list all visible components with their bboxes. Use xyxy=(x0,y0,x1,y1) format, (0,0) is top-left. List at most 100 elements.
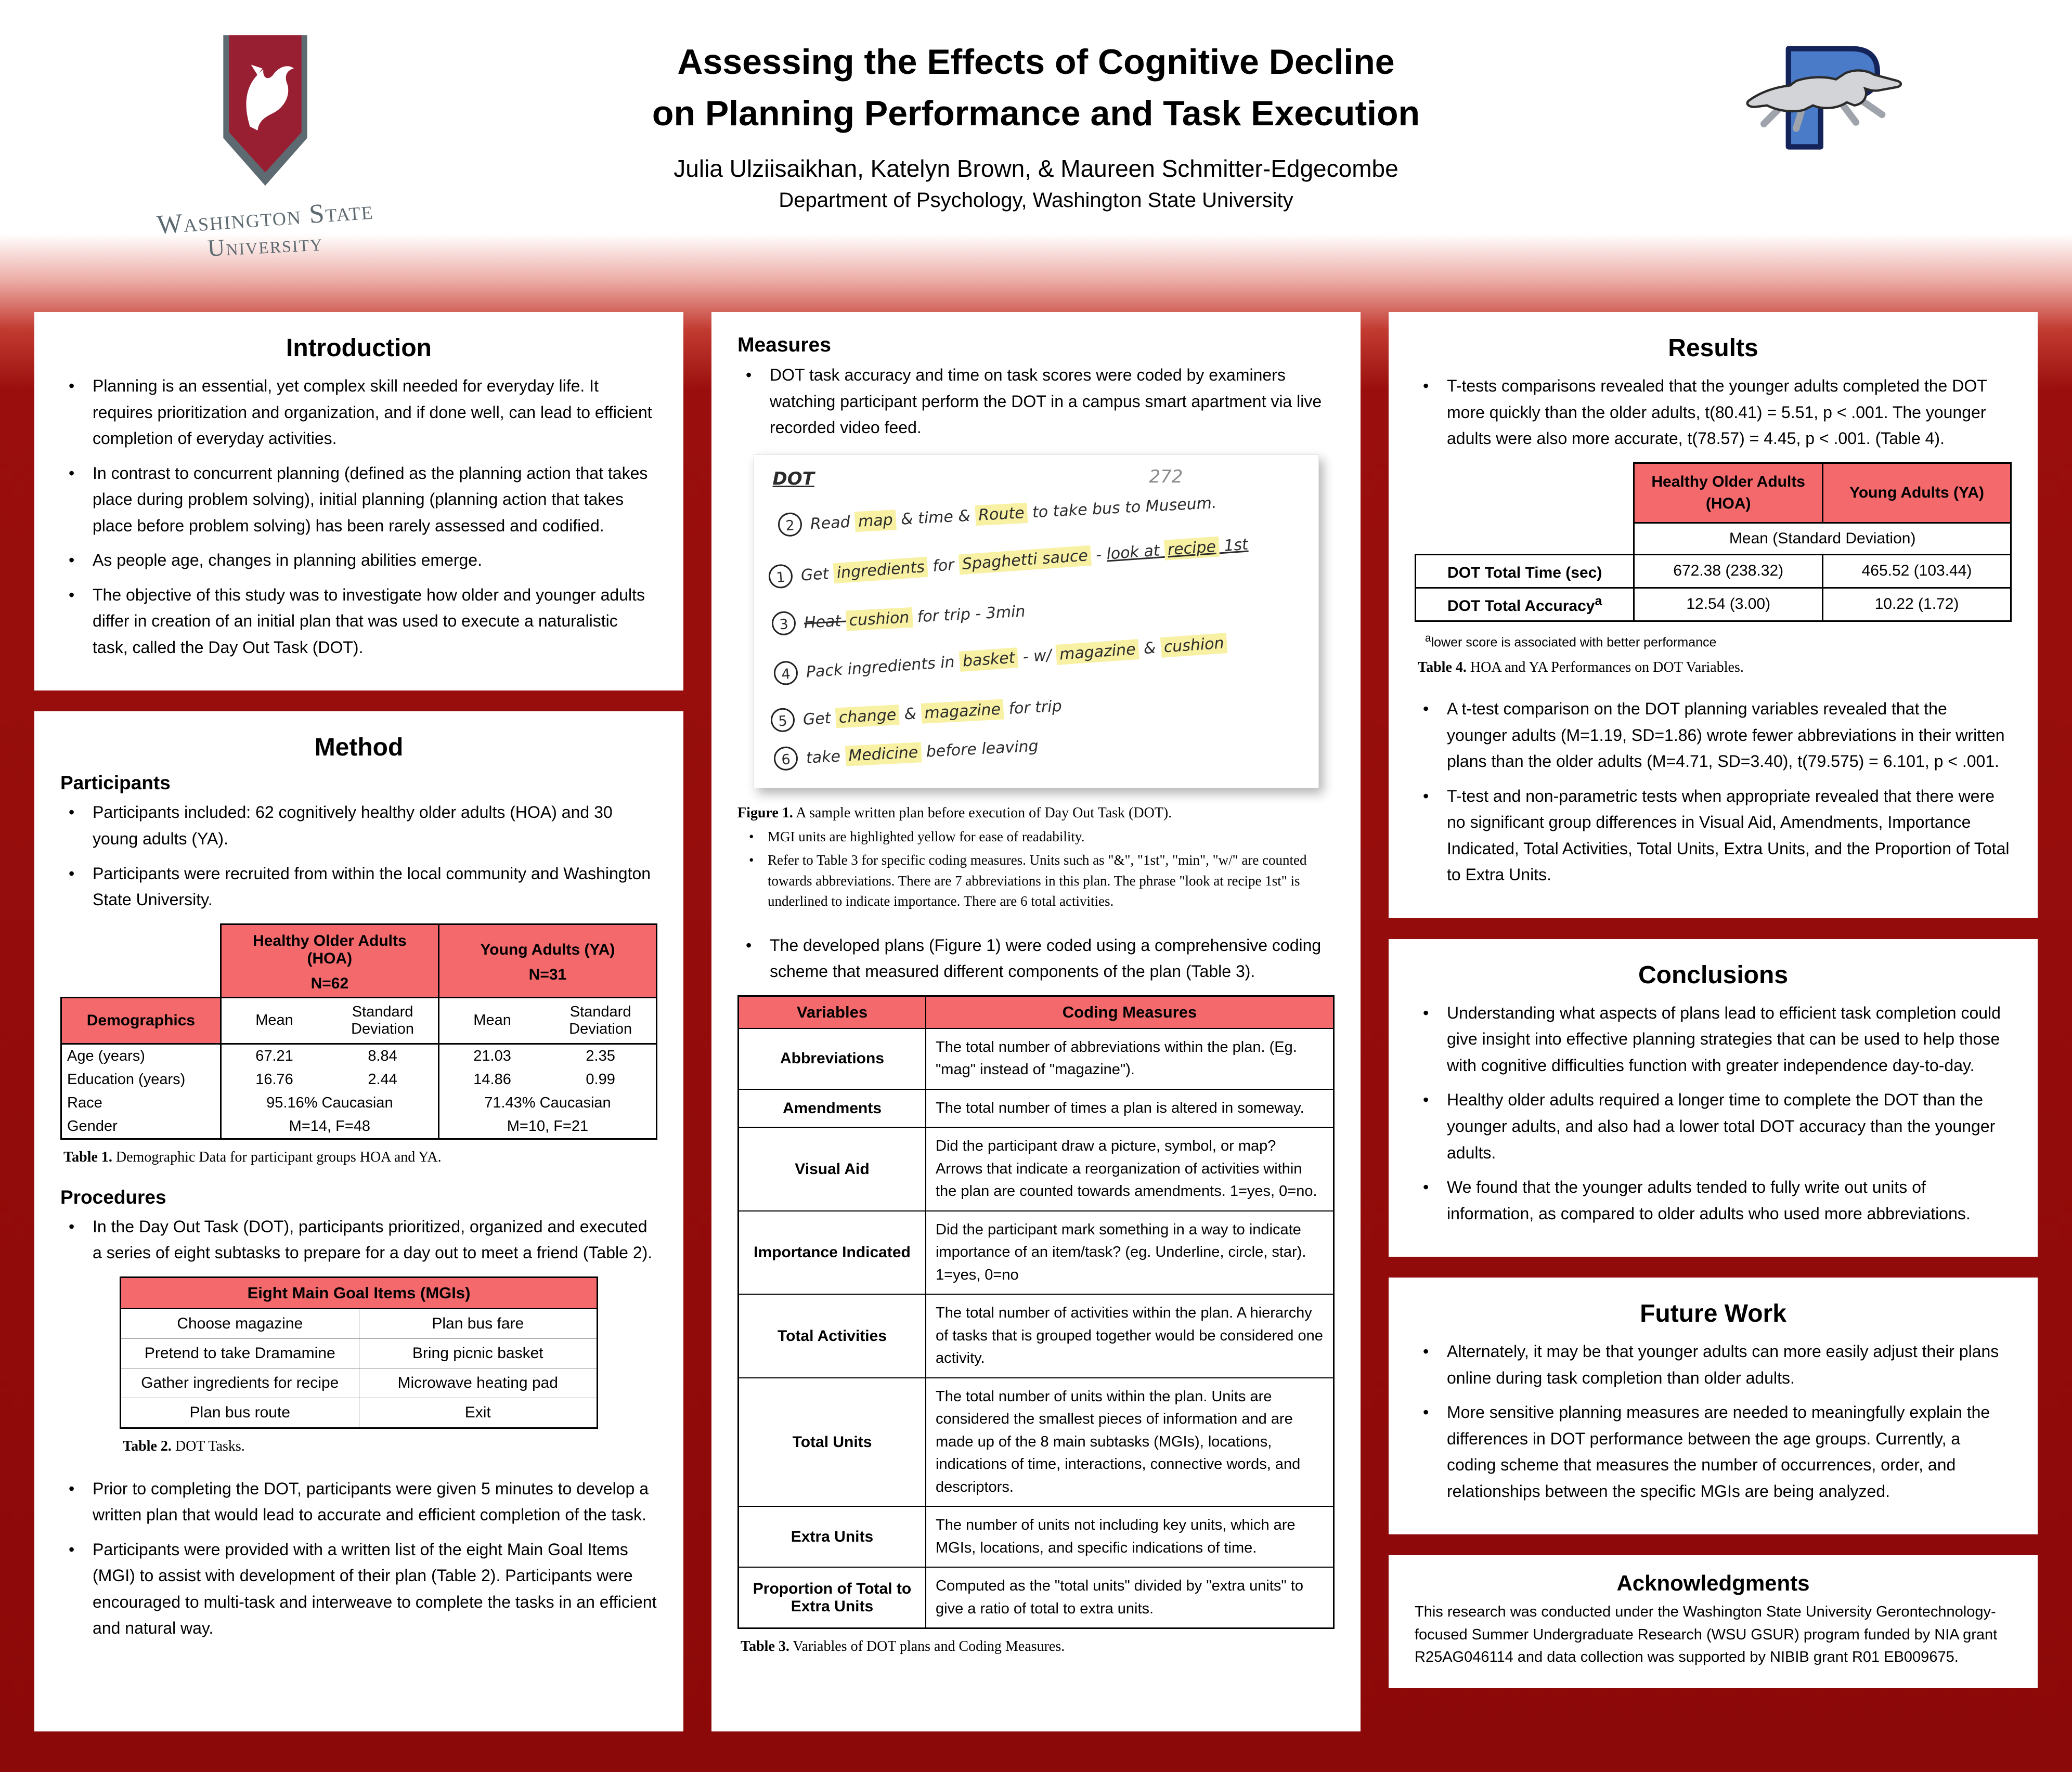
figure-1-caption: Figure 1. A sample written plan before e… xyxy=(737,803,1335,911)
figure-caption-sub: MGI units are highlighted yellow for eas… xyxy=(737,827,1335,847)
cell: 8.84 xyxy=(327,1044,439,1068)
caption-label: Table 2. xyxy=(123,1438,172,1454)
cell: Did the participant mark something in a … xyxy=(925,1210,1335,1295)
caption-label: Table 1. xyxy=(63,1149,112,1165)
bullet-item: We found that the younger adults tended … xyxy=(1415,1174,2012,1227)
cell: 95.16% Caucasian xyxy=(221,1091,439,1115)
bullet-item: As people age, changes in planning abili… xyxy=(60,547,657,574)
method-section: Method Participants Participants include… xyxy=(34,711,683,1731)
cell: 21.03 xyxy=(473,1047,511,1064)
cell: 0.99 xyxy=(545,1067,658,1091)
header-cell: Variables xyxy=(737,995,926,1029)
circled-number: 2 xyxy=(777,512,802,537)
table-row: Education (years) 16.76 2.44 14.86 0.99 xyxy=(60,1067,658,1091)
caption-text: Variables of DOT plans and Coding Measur… xyxy=(789,1638,1065,1655)
table-row: Mean (Standard Deviation) xyxy=(1416,523,2012,555)
table-1-demographics: Healthy Older Adults (HOA) N=62 Young Ad… xyxy=(60,923,658,1140)
bullet-item: Participants were provided with a writte… xyxy=(60,1536,657,1641)
bullet-item: T-test and non-parametric tests when app… xyxy=(1415,783,2012,888)
results-section: Results T-tests comparisons revealed tha… xyxy=(1389,312,2038,918)
cell: 71.43% Caucasian xyxy=(438,1091,658,1115)
cell: Amendments xyxy=(737,1088,926,1128)
highlighted-word: change xyxy=(835,704,900,728)
introduction-title: Introduction xyxy=(286,334,432,362)
handwritten-line: 6 take Medicine before leaving xyxy=(773,733,1039,771)
cell: 12.54 (3.00) xyxy=(1634,588,1824,622)
bullet-item: More sensitive planning measures are nee… xyxy=(1415,1399,2012,1504)
table-row: Gather ingredients for recipe Microwave … xyxy=(120,1367,598,1398)
cell: Bring picnic basket xyxy=(358,1338,598,1369)
circled-number: 4 xyxy=(772,660,798,686)
caption-label: Table 4. xyxy=(1418,659,1467,675)
cell: Choose magazine xyxy=(120,1308,359,1339)
bullet-item: Understanding what aspects of plans lead… xyxy=(1415,1000,2012,1079)
cell: Computed as the "total units" divided by… xyxy=(925,1567,1335,1629)
acknowledgments-section: Acknowledgments This research was conduc… xyxy=(1389,1555,2038,1688)
table-row: Eight Main Goal Items (MGIs) xyxy=(120,1276,598,1309)
table-row: DOT Total Time (sec) 672.38 (238.32) 465… xyxy=(1414,553,2012,589)
participants-heading: Participants xyxy=(60,772,171,794)
bullet-item: DOT task accuracy and time on task score… xyxy=(737,362,1335,441)
bullet-item: Alternately, it may be that younger adul… xyxy=(1415,1338,2012,1391)
procedures-heading: Procedures xyxy=(60,1186,166,1208)
cell: Importance Indicated xyxy=(737,1210,926,1295)
cell: Total Units xyxy=(737,1377,926,1507)
results-title: Results xyxy=(1668,334,1758,362)
cell: Plan bus route xyxy=(120,1397,359,1428)
handwritten-line: 3 Heat cushion for trip - 3min xyxy=(771,598,1026,636)
table-row: Pretend to take Dramamine Bring picnic b… xyxy=(120,1338,598,1369)
table-3-coding-measures: Variables Coding Measures Abbreviations T… xyxy=(737,995,1335,1630)
bullet-item: The developed plans (Figure 1) were code… xyxy=(737,932,1335,985)
cell: Total Activities xyxy=(737,1294,926,1378)
cell: The total number of units within the pla… xyxy=(925,1377,1335,1507)
circled-number: 6 xyxy=(773,746,798,771)
group-header: Healthy Older Adults (HOA) xyxy=(253,932,407,967)
authors: Julia Ulziisaikhan, Katelyn Brown, & Mau… xyxy=(674,155,1398,183)
circled-number: 1 xyxy=(767,563,793,589)
group-header: Young Adults (YA) xyxy=(480,941,615,958)
header-cell: Mean xyxy=(438,997,546,1045)
table-row: Gender M=14, F=48 M=10, F=21 xyxy=(60,1114,658,1140)
cell: Abbreviations xyxy=(737,1027,926,1090)
highlighted-word: ingredients xyxy=(832,556,928,583)
table-row: Visual Aid Did the participant draw a pic… xyxy=(737,1127,1335,1211)
header-cell: Eight Main Goal Items (MGIs) xyxy=(120,1276,598,1309)
bullet-item: Participants were recruited from within … xyxy=(60,861,657,913)
wsu-wordmark: Washington State University xyxy=(114,196,416,262)
bullet-item: Prior to completing the DOT, participant… xyxy=(60,1476,657,1528)
department: Department of Psychology, Washington Sta… xyxy=(779,189,1293,212)
method-title: Method xyxy=(314,734,404,762)
poster-header: Washington State University Assessing th… xyxy=(0,0,2072,312)
cell: The total number of times a plan is alte… xyxy=(925,1088,1335,1128)
table-row: Healthy Older Adults (HOA) N=62 Young Ad… xyxy=(61,923,658,998)
header-cell: Mean (Standard Deviation) xyxy=(1633,523,2012,555)
title-line1: Assessing the Effects of Cognitive Decli… xyxy=(677,42,1395,82)
table-3-caption: Table 3. Variables of DOT plans and Codi… xyxy=(741,1638,1335,1655)
wsu-crest-icon xyxy=(223,35,307,186)
caption-text: Demographic Data for participant groups … xyxy=(112,1149,442,1165)
cell: Did the participant draw a picture, symb… xyxy=(925,1127,1335,1211)
handwritten-line: 4 Pack ingredients in basket - w/ magazin… xyxy=(772,630,1228,686)
measures-title: Measures xyxy=(737,334,831,356)
cell: The total number of activities within th… xyxy=(925,1294,1335,1378)
table-row: Age (years) 67.21 8.84 21.03 2.35 xyxy=(60,1044,658,1068)
figure-caption-main: Figure 1. A sample written plan before e… xyxy=(737,804,1172,821)
wsu-logo: Washington State University xyxy=(114,31,416,262)
header-cell: Young Adults (YA) xyxy=(1822,462,2012,524)
acknowledgments-title: Acknowledgments xyxy=(1616,1571,1810,1596)
table-row: Amendments The total number of times a pl… xyxy=(737,1088,1335,1128)
header-cell: Coding Measures xyxy=(925,995,1335,1029)
poster-title: Assessing the Effects of Cognitive Decli… xyxy=(438,36,1634,139)
circled-number: 3 xyxy=(771,610,796,636)
cell: Age (years) xyxy=(60,1044,222,1068)
figure-caption-sub: Refer to Table 3 for specific coding mea… xyxy=(737,850,1335,911)
header-cell: Demographics xyxy=(60,996,222,1045)
highlighted-word: map xyxy=(854,509,897,532)
cell: 67.21 xyxy=(255,1047,293,1064)
greyhound-p-logo xyxy=(1739,36,1916,162)
table-row: Choose magazine Plan bus fare xyxy=(120,1308,598,1339)
bullet-item: A t-test comparison on the DOT planning … xyxy=(1415,696,2012,775)
table-row: Plan bus route Exit xyxy=(120,1397,598,1428)
conclusions-section: Conclusions Understanding what aspects o… xyxy=(1389,939,2038,1257)
bullet-item: Healthy older adults required a longer t… xyxy=(1415,1087,2012,1166)
